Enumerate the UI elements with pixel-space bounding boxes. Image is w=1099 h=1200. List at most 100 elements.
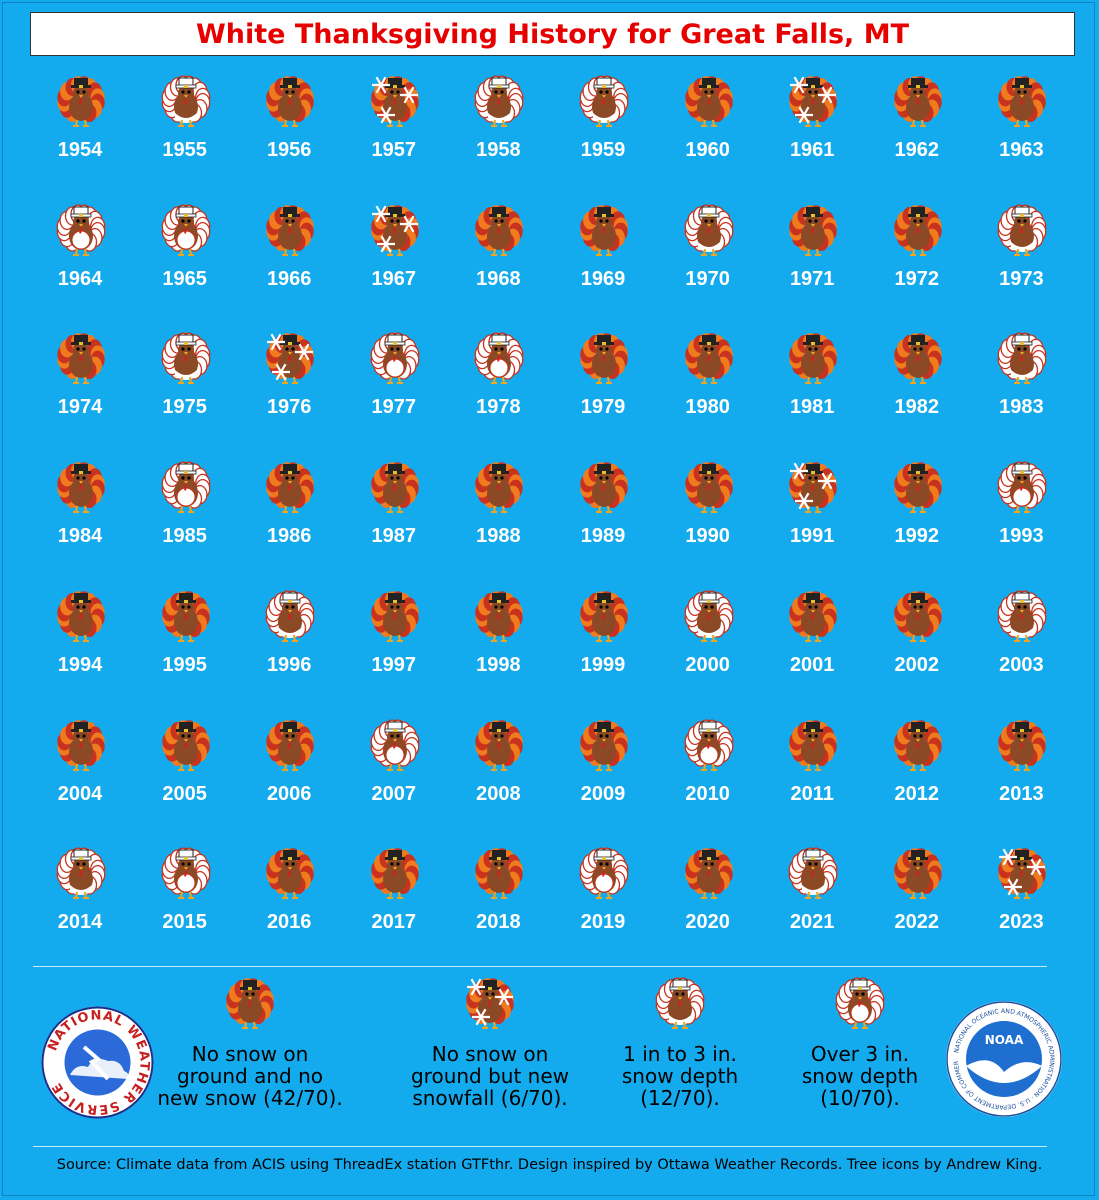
legend-text-line: (12/70). — [640, 1086, 720, 1110]
turkey-icon-none — [580, 333, 628, 385]
year-label: 1969 — [580, 267, 626, 290]
year-cell-2009: 2009 — [553, 717, 653, 827]
turkey-icon-new — [371, 76, 419, 127]
turkey-icon-none — [57, 719, 105, 771]
year-label: 1995 — [162, 653, 207, 676]
year-cell-1972: 1972 — [867, 202, 967, 312]
turkey-icon-none — [475, 590, 524, 642]
year-label: 1965 — [162, 267, 207, 290]
year-label: 1983 — [999, 396, 1044, 419]
year-cell-1974: 1974 — [30, 330, 130, 440]
year-cell-1975: 1975 — [135, 330, 235, 440]
year-label: 1991 — [789, 525, 835, 548]
turkey-icon-none — [57, 76, 105, 127]
turkey-icon-none — [894, 719, 942, 771]
year-cell-1976: 1976 — [239, 330, 339, 440]
turkey-icon-none — [475, 462, 524, 514]
turkey-icon-none — [894, 590, 942, 642]
legend-text-line: ground and no — [176, 1064, 323, 1088]
turkey-icon-light — [475, 75, 524, 127]
legend-text-line: (10/70). — [820, 1086, 900, 1110]
year-cell-1992: 1992 — [867, 459, 967, 569]
year-label: 1956 — [266, 139, 312, 161]
year-label: 2023 — [999, 911, 1044, 934]
turkey-icon-none — [266, 76, 314, 127]
year-cell-2002: 2002 — [867, 588, 967, 698]
year-label: 2021 — [789, 911, 835, 934]
year-label: 1977 — [371, 396, 417, 419]
year-cell-2010: 2010 — [658, 717, 758, 827]
legend-text-line: Over 3 in. — [810, 1042, 910, 1066]
year-label: 1986 — [266, 525, 312, 548]
year-label: 2003 — [999, 653, 1044, 676]
year-label: 1974 — [57, 396, 103, 419]
year-label: 2018 — [476, 911, 521, 934]
year-cell-2006: 2006 — [239, 717, 339, 827]
turkey-icon-heavy — [998, 461, 1047, 514]
year-label: 2017 — [371, 911, 417, 934]
year-cell-1993: 1993 — [971, 459, 1071, 569]
year-cell-1977: 1977 — [344, 330, 444, 440]
year-cell-1984: 1984 — [30, 459, 130, 569]
turkey-icon-light — [579, 75, 629, 127]
year-cell-1991: 1991 — [762, 459, 862, 569]
year-cell-1964: 1964 — [30, 202, 130, 312]
legend-item-light: 1 in to 3 in. snow depth (12/70). — [590, 975, 770, 1109]
turkey-icon-none — [266, 719, 314, 771]
year-cell-1978: 1978 — [448, 330, 548, 440]
turkey-icon-heavy — [161, 204, 210, 256]
year-cell-1996: 1996 — [239, 588, 339, 698]
year-cell-1956: 1956 — [239, 73, 339, 183]
legend-text-line: snow depth — [621, 1064, 739, 1088]
year-label: 2020 — [685, 911, 730, 934]
year-cell-1963: 1963 — [971, 73, 1071, 183]
year-cell-2012: 2012 — [867, 717, 967, 827]
turkey-icon-heavy — [161, 461, 210, 514]
turkey-icon-none — [161, 719, 210, 771]
year-label: 1999 — [580, 653, 626, 676]
legend-turkey-icon-heavy — [835, 977, 885, 1029]
year-label: 2013 — [999, 782, 1044, 805]
legend-item-new: No snow on ground but new snowfall (6/70). — [390, 975, 590, 1109]
year-cell-2015: 2015 — [135, 845, 235, 955]
year-cell-1957: 1957 — [344, 73, 444, 183]
year-cell-2023: 2023 — [971, 845, 1071, 955]
year-cell-2017: 2017 — [344, 845, 444, 955]
year-cell-1994: 1994 — [30, 588, 130, 698]
year-cell-1997: 1997 — [344, 588, 444, 698]
turkey-icon-light — [684, 204, 733, 256]
year-label: 1984 — [57, 525, 103, 548]
year-label: 1963 — [999, 139, 1044, 161]
turkey-icon-none — [789, 590, 837, 642]
year-label: 1992 — [894, 525, 940, 548]
turkey-icon-none — [57, 333, 105, 385]
turkey-icon-heavy — [475, 332, 524, 385]
legend-text-line: new snow (42/70). — [157, 1086, 343, 1110]
year-cell-1960: 1960 — [658, 73, 758, 183]
turkey-grid: 1954 1955 1956 — [30, 73, 1071, 955]
year-label: 2014 — [57, 911, 103, 934]
year-label: 1959 — [580, 139, 626, 161]
year-cell-2020: 2020 — [658, 845, 758, 955]
year-label: 2006 — [266, 782, 312, 805]
year-label: 2005 — [162, 782, 207, 805]
year-label: 1998 — [476, 653, 521, 676]
year-label: 2016 — [266, 911, 312, 934]
turkey-icon-none — [894, 76, 942, 127]
turkey-icon-none — [998, 719, 1047, 771]
turkey-icon-heavy — [56, 204, 106, 256]
year-cell-1986: 1986 — [239, 459, 339, 569]
turkey-icon-none — [580, 590, 628, 642]
turkey-icon-heavy — [684, 719, 733, 771]
turkey-icon-none — [684, 462, 733, 514]
year-cell-1961: 1961 — [762, 73, 862, 183]
turkey-icon-none — [684, 848, 733, 900]
year-label: 1966 — [266, 267, 312, 290]
year-cell-2019: 2019 — [553, 845, 653, 955]
year-cell-2007: 2007 — [344, 717, 444, 827]
turkey-icon-new — [266, 333, 314, 385]
year-cell-2008: 2008 — [448, 717, 548, 827]
title-box: White Thanksgiving History for Great Fal… — [30, 12, 1075, 56]
turkey-icon-none — [371, 848, 419, 900]
turkey-icon-none — [894, 204, 942, 256]
